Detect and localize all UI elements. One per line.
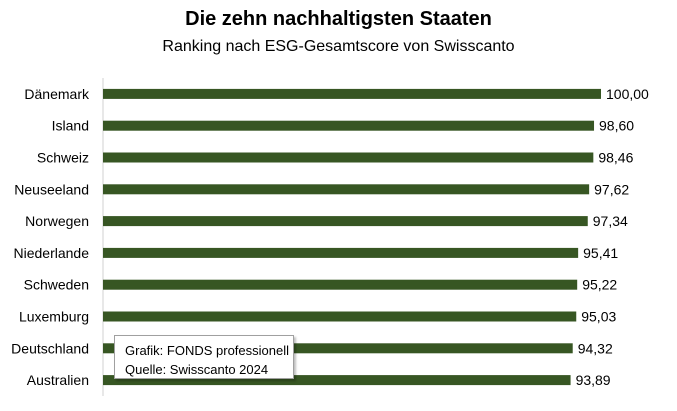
value-label: 95,41 <box>583 245 618 261</box>
bar <box>103 152 594 163</box>
value-label: 97,62 <box>594 181 629 197</box>
bar <box>103 88 601 99</box>
category-label: Deutschland <box>11 340 89 356</box>
category-label: Island <box>52 118 89 134</box>
bar <box>103 279 578 290</box>
category-label: Dänemark <box>24 86 90 102</box>
bar <box>103 311 577 322</box>
source-note: Grafik: FONDS professionell Quelle: Swis… <box>114 335 294 379</box>
source-graphic-text: Grafik: FONDS professionell <box>125 343 289 358</box>
category-label: Australien <box>27 372 89 388</box>
bar <box>103 247 579 258</box>
value-label: 95,22 <box>582 277 617 293</box>
category-label: Neuseeland <box>14 181 89 197</box>
value-label: 94,32 <box>578 340 613 356</box>
value-label: 97,34 <box>593 213 628 229</box>
value-label: 100,00 <box>606 86 649 102</box>
category-label: Schweiz <box>37 150 89 166</box>
chart-title: Die zehn nachhaltigsten Staaten <box>185 8 492 30</box>
bar <box>103 184 590 195</box>
value-label: 98,60 <box>599 118 634 134</box>
category-label: Norwegen <box>25 213 89 229</box>
value-label: 93,89 <box>576 372 611 388</box>
bar <box>103 216 588 227</box>
category-label: Niederlande <box>14 245 90 261</box>
bar <box>103 343 573 354</box>
value-label: 95,03 <box>581 309 616 325</box>
chart-subtitle: Ranking nach ESG-Gesamtscore von Swissca… <box>162 38 515 55</box>
category-label: Schweden <box>24 277 89 293</box>
source-data-text: Quelle: Swisscanto 2024 <box>125 362 269 377</box>
value-label: 98,46 <box>598 150 633 166</box>
bar <box>103 120 595 131</box>
bar <box>103 375 571 386</box>
category-label: Luxemburg <box>19 309 89 325</box>
